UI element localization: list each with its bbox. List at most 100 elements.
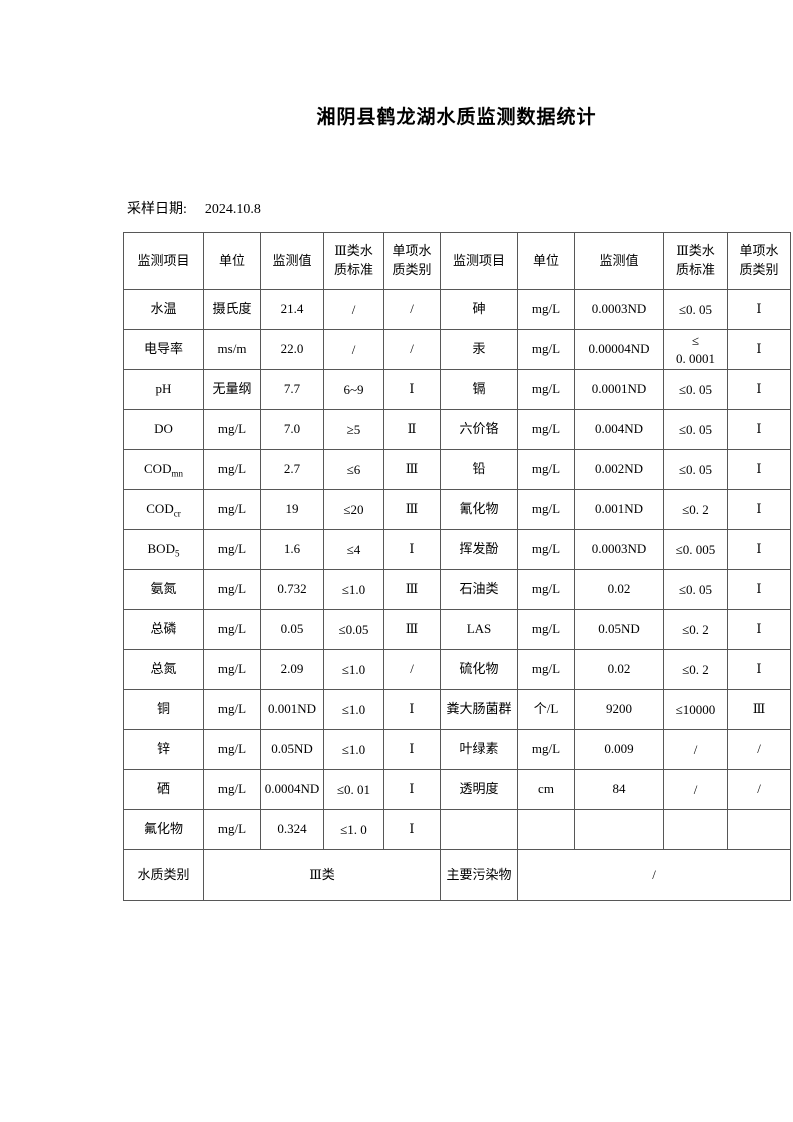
value-cell: 9200 xyxy=(574,689,664,730)
value-cell: 0.002ND xyxy=(574,449,664,490)
column-header-value-right: 监测值 xyxy=(574,232,664,290)
table-row: 氨氮 mg/L 0.732 ≤1.0 Ⅲ 石油类 mg/L 0.02 ≤0. 05 Ⅰ xyxy=(123,569,791,610)
unit-cell: mg/L xyxy=(203,409,261,450)
unit-cell: mg/L xyxy=(203,729,261,770)
class-cell: / xyxy=(383,289,441,330)
unit-cell: 摄氏度 xyxy=(203,289,261,330)
class-cell: Ⅰ xyxy=(727,409,791,450)
param-cell: DO xyxy=(123,409,204,450)
param-cell: 氰化物 xyxy=(440,489,518,530)
sample-date-value: 2024.10.8 xyxy=(204,202,261,217)
class-cell: Ⅲ xyxy=(727,689,791,730)
column-header-parameter-right: 监测项目 xyxy=(440,232,518,290)
class-cell: Ⅰ xyxy=(727,369,791,410)
class-cell: Ⅰ xyxy=(727,329,791,370)
param-cell: 硒 xyxy=(123,769,204,810)
table-row: 硒 mg/L 0.0004ND ≤0. 01 Ⅰ 透明度 cm 84// xyxy=(123,769,791,810)
standard-cell: ≤0. 005 xyxy=(663,529,728,570)
table-body: 水温 摄氏度 21.4// 砷 mg/L 0.0003ND ≤0. 05 Ⅰ 电导率 ms/m 22… xyxy=(123,289,791,850)
class-cell: Ⅲ xyxy=(383,449,441,490)
param-cell: LAS xyxy=(440,609,518,650)
column-header-parameter-left: 监测项目 xyxy=(123,232,204,290)
value-cell: 0.001ND xyxy=(260,689,324,730)
standard-cell: ≤0.05 xyxy=(323,609,384,650)
class-cell: Ⅰ xyxy=(727,649,791,690)
param-cell: 氟化物 xyxy=(123,809,204,850)
param-cell: 石油类 xyxy=(440,569,518,610)
water-class-label: 水质类别 xyxy=(123,849,204,901)
param-cell: 锌 xyxy=(123,729,204,770)
value-cell: 0.0004ND xyxy=(260,769,324,810)
class-cell: Ⅰ xyxy=(383,769,441,810)
standard-cell: ≤1.0 xyxy=(323,689,384,730)
unit-cell: mg/L xyxy=(517,729,575,770)
param-cell: 铅 xyxy=(440,449,518,490)
class-cell: Ⅰ xyxy=(727,449,791,490)
unit-cell: mg/L xyxy=(517,649,575,690)
standard-cell: / xyxy=(323,329,384,370)
value-cell: 21.4 xyxy=(260,289,324,330)
param-cell: 透明度 xyxy=(440,769,518,810)
column-header-class-left: 单项水 质类别 xyxy=(383,232,441,290)
unit-cell: 无量纲 xyxy=(203,369,261,410)
pollutant-label: 主要污染物 xyxy=(440,849,518,901)
value-cell: 0.0003ND xyxy=(574,529,664,570)
value-cell: 7.0 xyxy=(260,409,324,450)
class-cell: Ⅰ xyxy=(727,609,791,650)
value-cell: 0.05ND xyxy=(260,729,324,770)
unit-cell: mg/L xyxy=(203,649,261,690)
class-cell: / xyxy=(727,729,791,770)
standard-cell: ≤0. 2 xyxy=(663,609,728,650)
column-header-unit-left: 单位 xyxy=(203,232,261,290)
unit-cell: mg/L xyxy=(203,689,261,730)
standard-cell xyxy=(663,809,728,850)
unit-cell: 个/L xyxy=(517,689,575,730)
standard-cell: ≤0. 05 xyxy=(663,409,728,450)
standard-cell: ≤1.0 xyxy=(323,569,384,610)
unit-cell: mg/L xyxy=(203,489,261,530)
param-cell: 水温 xyxy=(123,289,204,330)
class-cell: Ⅲ xyxy=(383,489,441,530)
column-header-value-left: 监测值 xyxy=(260,232,324,290)
value-cell: 0.324 xyxy=(260,809,324,850)
param-cell: BOD5 xyxy=(123,529,204,570)
value-cell xyxy=(574,809,664,850)
table-row: pH 无量纲 7.7 6~9 Ⅰ 镉 mg/L 0.0001ND ≤0. 05 Ⅰ xyxy=(123,369,791,410)
unit-cell: mg/L xyxy=(517,489,575,530)
unit-cell xyxy=(517,809,575,850)
class-cell: Ⅰ xyxy=(383,729,441,770)
class-cell: Ⅱ xyxy=(383,409,441,450)
unit-cell: mg/L xyxy=(517,409,575,450)
standard-cell: / xyxy=(663,729,728,770)
class-cell: Ⅰ xyxy=(727,289,791,330)
param-cell: 镉 xyxy=(440,369,518,410)
unit-cell: mg/L xyxy=(517,609,575,650)
unit-cell: mg/L xyxy=(203,609,261,650)
param-cell: CODcr xyxy=(123,489,204,530)
value-cell: 0.02 xyxy=(574,569,664,610)
class-cell: Ⅰ xyxy=(383,529,441,570)
standard-cell: ≤0. 05 xyxy=(663,289,728,330)
value-cell: 84 xyxy=(574,769,664,810)
param-cell: pH xyxy=(123,369,204,410)
param-cell: CODmn xyxy=(123,449,204,490)
class-cell: Ⅰ xyxy=(727,529,791,570)
value-cell: 0.05ND xyxy=(574,609,664,650)
standard-cell: ≤0. 05 xyxy=(663,369,728,410)
water-class-value: Ⅲ类 xyxy=(203,849,441,901)
unit-cell: mg/L xyxy=(517,569,575,610)
standard-cell: ≥5 xyxy=(323,409,384,450)
value-cell: 2.09 xyxy=(260,649,324,690)
unit-cell: mg/L xyxy=(203,809,261,850)
pollutant-value: / xyxy=(517,849,791,901)
sample-date-label: 采样日期: xyxy=(127,202,187,217)
page-title: 湘阴县鹤龙湖水质监测数据统计 xyxy=(316,107,597,128)
param-cell: 汞 xyxy=(440,329,518,370)
value-cell: 0.732 xyxy=(260,569,324,610)
column-header-class-right: 单项水 质类别 xyxy=(727,232,791,290)
unit-cell: cm xyxy=(517,769,575,810)
class-cell: Ⅰ xyxy=(727,489,791,530)
